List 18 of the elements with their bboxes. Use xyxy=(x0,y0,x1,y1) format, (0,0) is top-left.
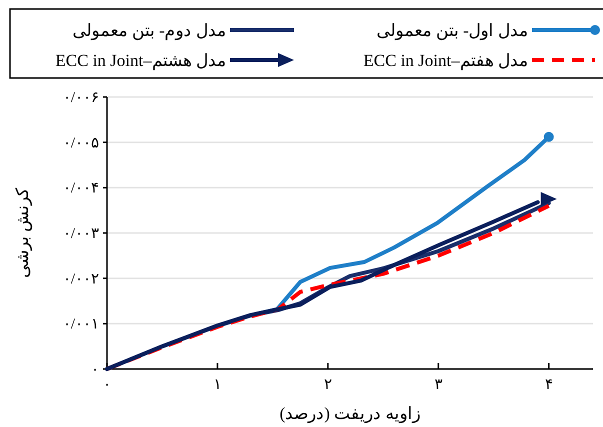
y-tick-label: ۰/۰۰۵ xyxy=(62,135,99,152)
y-tick-label: ۰/۰۰۱ xyxy=(62,316,99,333)
x-axis-title: زاویه دریفت (درصد) xyxy=(280,404,420,424)
x-tick-label: ۳ xyxy=(434,377,442,393)
y-tick-label: ۰/۰۰۴ xyxy=(62,180,99,197)
y-tick-label: ۰/۰۰۶ xyxy=(62,90,99,106)
y-axis-title: کرنش برشی xyxy=(13,186,33,278)
legend-label: مدل هفتم–ECC in Joint xyxy=(363,51,528,71)
y-tick-label: ۰/۰۰۳ xyxy=(62,226,99,242)
x-tick-label: ۱ xyxy=(213,377,222,393)
y-tick-label: ۰/۰۰۲ xyxy=(62,271,99,288)
x-tick-label: ۲ xyxy=(324,377,332,393)
legend-label: مدل دوم- بتن معمولی xyxy=(72,21,226,41)
y-tick-label: ۰ xyxy=(91,362,99,378)
legend-label: مدل اول- بتن معمولی xyxy=(376,21,528,41)
x-tick-label: ۴ xyxy=(544,377,553,393)
legend-label: مدل هشتم–ECC in Joint xyxy=(55,51,226,71)
x-tick-label: ۰ xyxy=(103,377,111,393)
